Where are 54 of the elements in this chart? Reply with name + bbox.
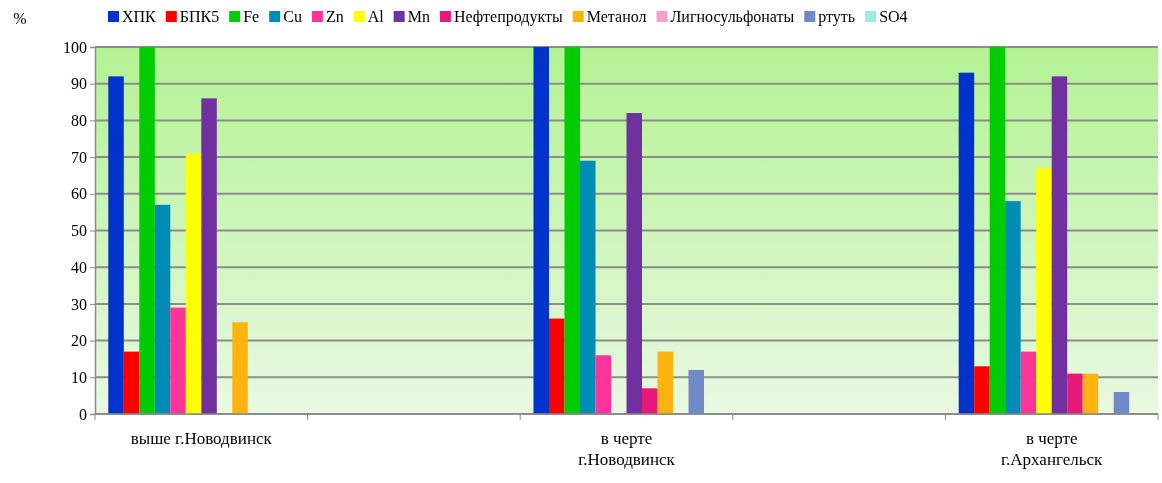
bar <box>185 153 202 414</box>
y-tick-label: 30 <box>71 295 87 313</box>
y-tick-label: 0 <box>79 405 87 423</box>
bar <box>533 47 549 414</box>
bar <box>139 47 155 414</box>
bar <box>1113 391 1130 414</box>
x-tick-label: в черте г.Архангельск <box>1001 429 1104 469</box>
bar <box>564 47 580 414</box>
bar <box>657 351 674 414</box>
y-tick-label: 80 <box>71 112 87 130</box>
y-tick-label: 90 <box>71 75 87 93</box>
legend-label: ХПК <box>122 8 157 25</box>
legend-label: Лигносульфонаты <box>670 8 795 26</box>
y-tick-label: 20 <box>71 332 87 350</box>
bar <box>201 98 217 414</box>
bar <box>974 366 990 414</box>
legend-label: ртуть <box>818 8 856 26</box>
bar <box>688 369 705 414</box>
bar <box>154 204 171 414</box>
bar <box>1005 201 1021 414</box>
legend-label: Fe <box>243 8 260 25</box>
legend-label: Метанол <box>586 8 647 25</box>
bar <box>108 76 124 414</box>
legend-label: Mn <box>407 8 430 25</box>
x-tick-label: выше г.Новодвинск <box>130 429 273 448</box>
bar <box>1082 373 1099 414</box>
bar <box>989 47 1006 414</box>
bar <box>958 72 975 414</box>
bar <box>1036 168 1052 414</box>
legend-label: Нефтепродукты <box>453 8 563 26</box>
bar <box>1020 351 1037 414</box>
bar <box>123 351 140 414</box>
y-tick-label: 40 <box>71 258 87 276</box>
bar <box>642 388 658 414</box>
bar <box>626 113 642 414</box>
legend-label: БПК5 <box>179 8 220 25</box>
bar <box>595 355 611 414</box>
y-axis-title: % <box>13 10 27 27</box>
bar <box>548 318 565 414</box>
bar <box>1051 76 1068 414</box>
legend-label: Cu <box>283 8 302 25</box>
y-tick-label: 10 <box>71 368 87 386</box>
y-tick-label: 100 <box>63 38 87 56</box>
y-tick-label: 50 <box>71 222 87 240</box>
y-tick-label: 70 <box>71 148 87 166</box>
legend-label: SO4 <box>879 8 908 25</box>
bar <box>579 160 596 414</box>
bar <box>170 307 186 414</box>
y-tick-label: 60 <box>71 185 87 203</box>
x-tick-label: в черте г.Новодвинск <box>578 429 676 469</box>
legend-label: Zn <box>325 8 344 25</box>
bar <box>232 322 248 414</box>
legend-label: Al <box>367 8 385 25</box>
bar <box>1067 373 1083 414</box>
